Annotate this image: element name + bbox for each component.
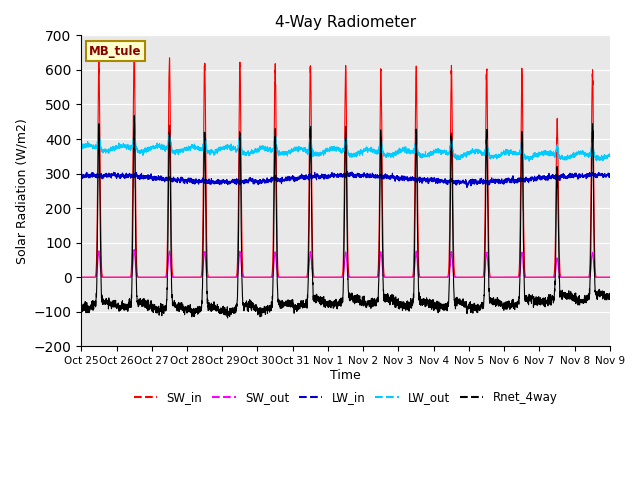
X-axis label: Time: Time	[330, 369, 361, 382]
LW_in	[172, 176, 180, 182]
Line: SW_in: SW_in	[81, 45, 610, 277]
LW_out	[435, 148, 442, 154]
LW_out	[464, 150, 472, 156]
Line: LW_in: LW_in	[81, 171, 610, 188]
LW_out	[606, 151, 614, 156]
SW_out	[494, 275, 502, 280]
SW_in	[435, 275, 442, 280]
LW_out	[173, 149, 180, 155]
Line: SW_out: SW_out	[81, 250, 610, 277]
Title: 4-Way Radiometer: 4-Way Radiometer	[275, 15, 416, 30]
LW_in	[435, 180, 442, 185]
SW_in	[606, 275, 614, 280]
SW_in	[326, 275, 333, 280]
Y-axis label: Solar Radiation (W/m2): Solar Radiation (W/m2)	[15, 118, 28, 264]
SW_in	[77, 275, 85, 280]
Rnet_4way	[606, 295, 614, 301]
Rnet_4way	[435, 299, 443, 305]
SW_out	[435, 275, 443, 280]
Rnet_4way	[173, 302, 180, 308]
SW_out	[131, 247, 138, 252]
SW_in	[605, 275, 613, 280]
Legend: SW_in, SW_out, LW_in, LW_out, Rnet_4way: SW_in, SW_out, LW_in, LW_out, Rnet_4way	[129, 386, 563, 409]
SW_in	[494, 275, 502, 280]
SW_out	[339, 275, 346, 280]
Rnet_4way	[77, 303, 85, 309]
Rnet_4way	[131, 113, 138, 119]
SW_out	[173, 275, 180, 280]
LW_in	[464, 182, 472, 188]
SW_out	[326, 275, 333, 280]
Rnet_4way	[494, 296, 502, 302]
LW_out	[605, 153, 613, 158]
SW_in	[131, 42, 138, 48]
Rnet_4way	[464, 306, 472, 312]
Rnet_4way	[326, 299, 333, 304]
SW_out	[77, 275, 85, 280]
LW_out	[77, 142, 85, 148]
LW_in	[605, 173, 613, 179]
SW_in	[173, 275, 180, 280]
LW_out	[494, 153, 502, 159]
Line: Rnet_4way: Rnet_4way	[81, 116, 610, 318]
LW_in	[463, 185, 471, 191]
LW_in	[326, 173, 333, 179]
SW_out	[605, 275, 613, 280]
LW_out	[130, 129, 138, 135]
Rnet_4way	[605, 295, 613, 301]
SW_out	[464, 275, 472, 280]
Line: LW_out: LW_out	[81, 132, 610, 161]
LW_in	[77, 173, 85, 179]
Rnet_4way	[224, 315, 232, 321]
SW_in	[464, 275, 472, 280]
LW_in	[344, 168, 351, 174]
Text: MB_tule: MB_tule	[89, 45, 141, 58]
LW_in	[606, 172, 614, 178]
LW_in	[494, 176, 502, 182]
LW_out	[326, 145, 333, 151]
LW_out	[525, 158, 533, 164]
SW_out	[606, 275, 614, 280]
